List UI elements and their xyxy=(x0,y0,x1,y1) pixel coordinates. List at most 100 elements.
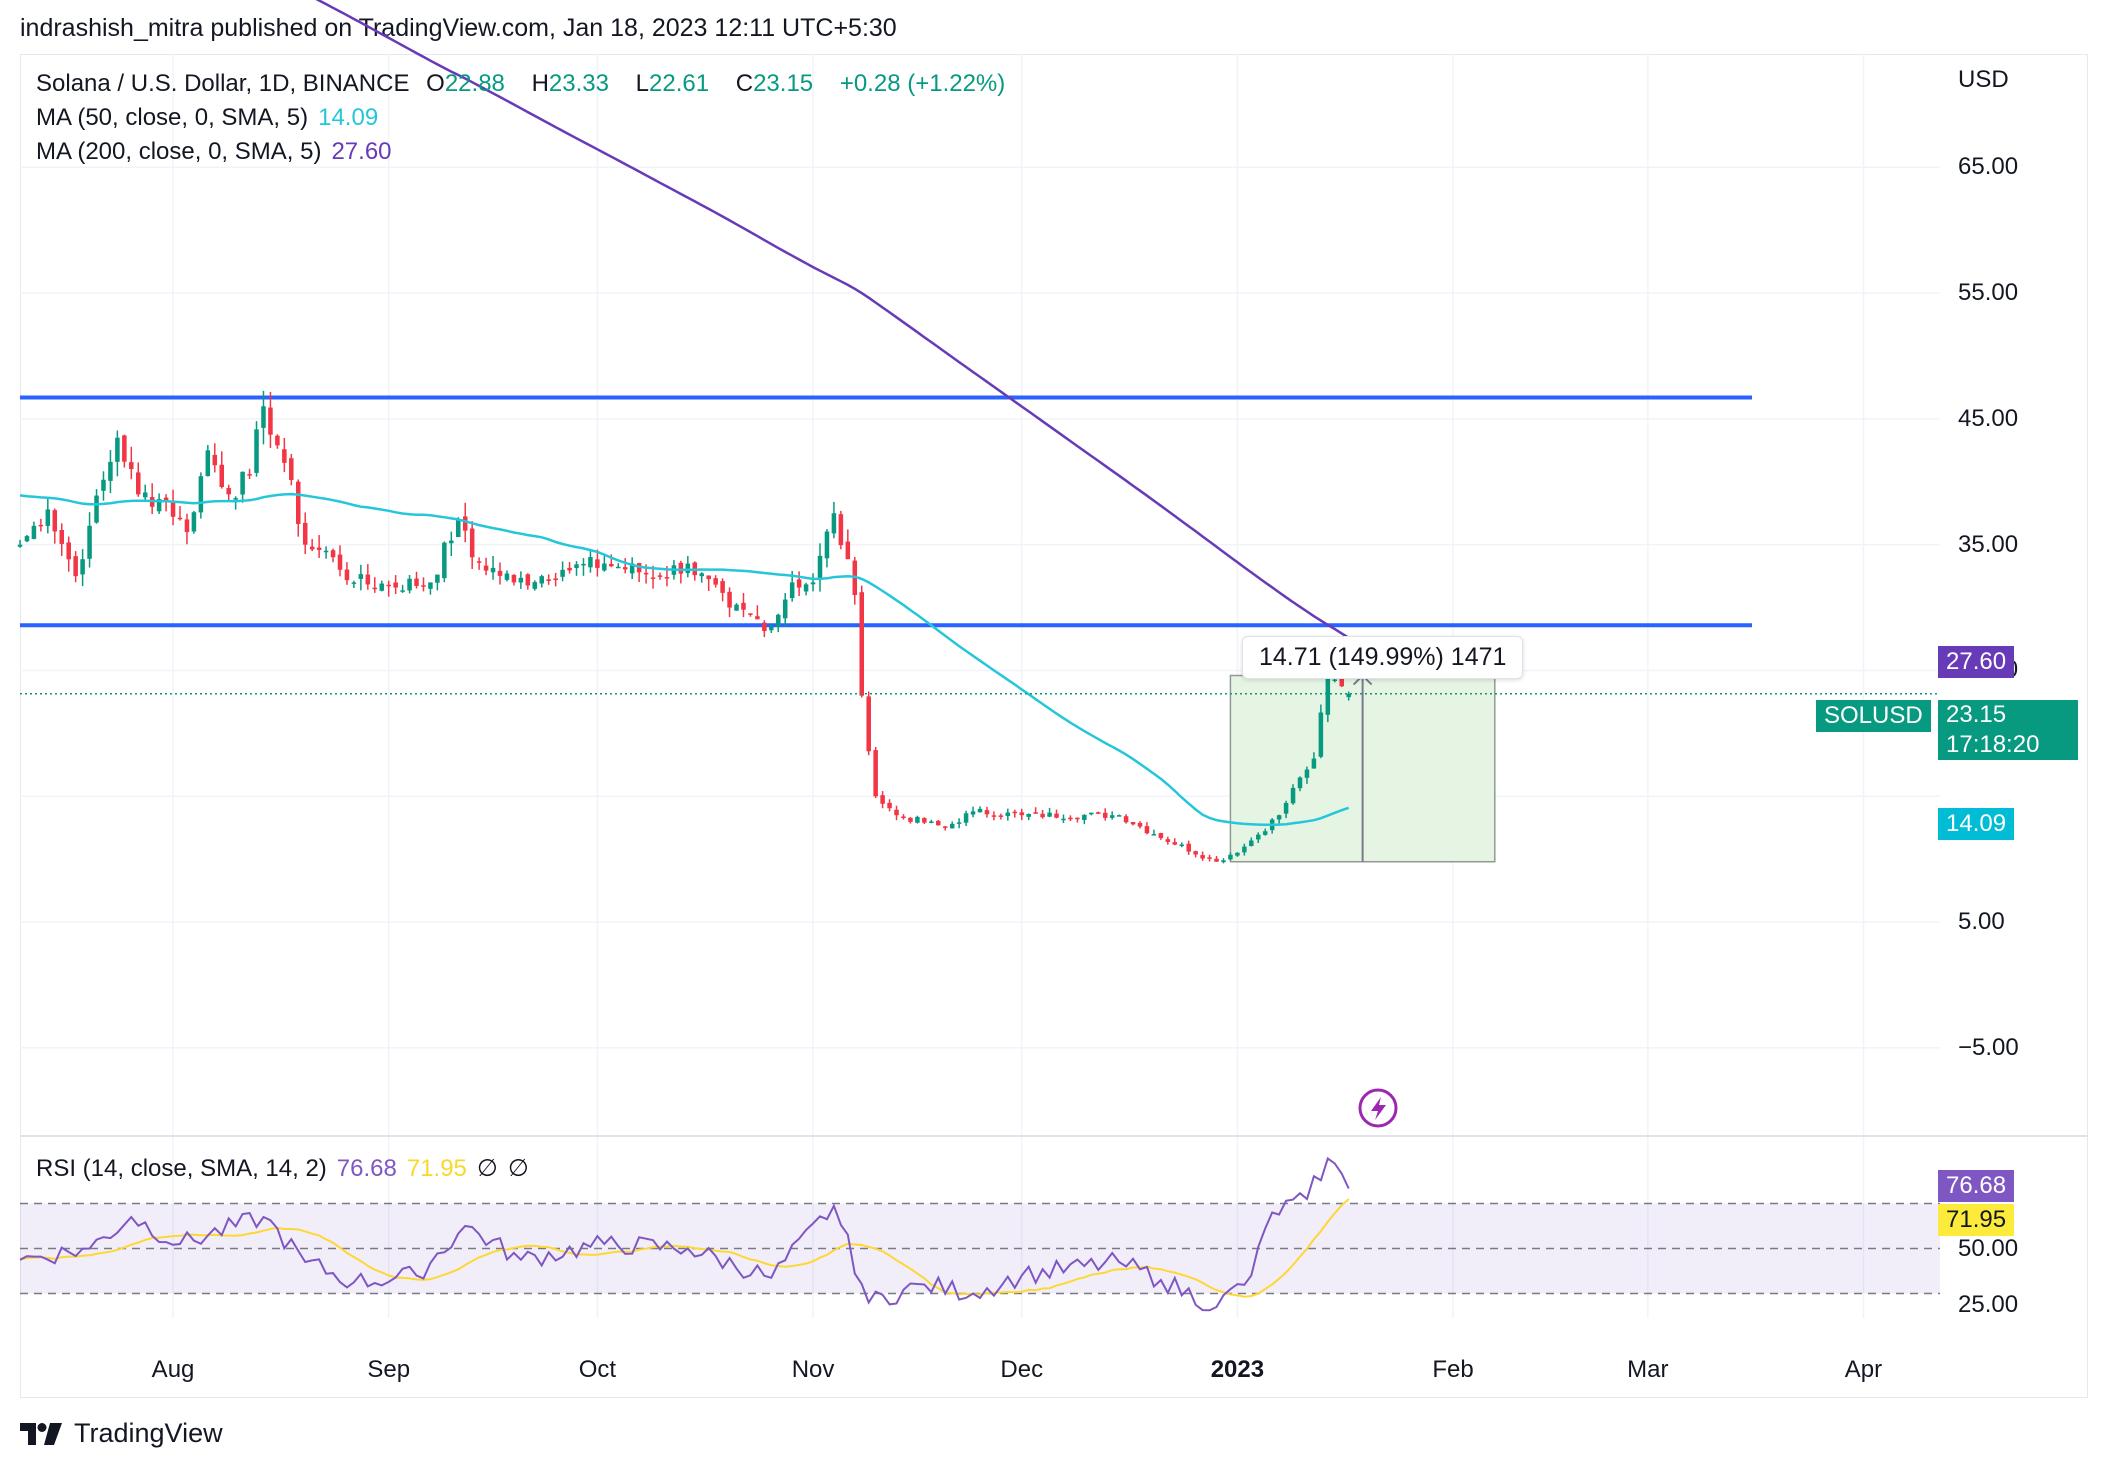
ma50-value: 14.09 xyxy=(318,104,379,131)
low-label: L xyxy=(635,70,649,97)
candle-body xyxy=(414,578,419,586)
measure-label: 14.71 (149.99%) 1471 xyxy=(1242,636,1524,679)
candle-body xyxy=(351,582,357,584)
candle-body xyxy=(1144,826,1150,834)
candle-body xyxy=(240,471,245,495)
ma50-line xyxy=(19,492,1350,827)
ma50-label: MA (50, close, 0, SMA, 5) xyxy=(36,104,309,131)
high-value: 23.33 xyxy=(548,70,609,97)
candle-body xyxy=(122,435,127,462)
candle-body xyxy=(1214,858,1219,862)
ma200-line xyxy=(315,0,1350,639)
candle-body xyxy=(616,566,621,569)
candle-body xyxy=(796,579,802,588)
candle-body xyxy=(664,577,670,579)
candle-body xyxy=(261,406,266,428)
candle-body xyxy=(942,826,948,828)
candle-body xyxy=(1068,817,1073,820)
candle-body xyxy=(956,822,962,824)
candle-body xyxy=(574,564,579,569)
candle-body xyxy=(949,823,955,829)
candle-body xyxy=(880,795,885,804)
candle-body xyxy=(936,820,941,826)
rsi-value: 76.68 xyxy=(336,1155,397,1182)
candle-body xyxy=(1339,676,1344,687)
candle-body xyxy=(685,563,691,574)
candle-body xyxy=(657,575,663,577)
candle-body xyxy=(546,579,551,582)
candle-body xyxy=(1325,676,1331,715)
candle-body xyxy=(803,584,809,592)
candle-body xyxy=(156,499,162,512)
candle-body xyxy=(567,567,572,571)
candle-body xyxy=(782,599,788,619)
candle-body xyxy=(643,572,649,575)
candle-body xyxy=(1130,822,1136,825)
symbol-legend[interactable]: Solana / U.S. Dollar, 1D, BINANCE O22.88… xyxy=(36,70,1015,98)
candle-body xyxy=(741,602,746,610)
candle-body xyxy=(344,569,350,581)
time-tick-label: Oct xyxy=(578,1356,617,1383)
candle-body xyxy=(963,813,969,823)
candle-body xyxy=(901,816,906,818)
candle-body xyxy=(831,513,837,534)
candle-body xyxy=(609,563,614,567)
ma200-badge: 27.60 xyxy=(1938,646,2015,678)
close-value: 23.15 xyxy=(753,70,814,97)
candle-body xyxy=(323,550,329,553)
candle-body xyxy=(908,817,913,822)
candle-body xyxy=(1089,812,1094,815)
rsi-tick-label: 25.00 xyxy=(1958,1290,2019,1318)
candle-body xyxy=(720,581,725,593)
candle-body xyxy=(1262,831,1268,835)
candle-body xyxy=(845,541,851,560)
candle-body xyxy=(929,821,934,823)
candle-body xyxy=(789,582,795,599)
candle-body xyxy=(977,808,983,813)
horizontal-lines xyxy=(20,395,1752,628)
candle-body xyxy=(518,577,524,583)
candle-body xyxy=(66,542,71,560)
candle-body xyxy=(38,524,44,527)
candle-body xyxy=(205,450,211,477)
candle-body xyxy=(129,462,134,470)
ohlc-low: L22.61 xyxy=(636,70,719,97)
price-tick-label: 55.00 xyxy=(1958,279,2019,307)
candle-body xyxy=(184,519,190,533)
candle-body xyxy=(462,516,468,531)
candle-body xyxy=(1109,815,1115,818)
candle-body xyxy=(442,542,447,579)
lightning-icon[interactable] xyxy=(1358,1088,1398,1128)
candle-body xyxy=(1047,812,1052,817)
candle-body xyxy=(282,449,287,463)
candle-body xyxy=(991,815,997,817)
candle-body xyxy=(650,577,656,579)
time-tick-label: 2023 xyxy=(1210,1356,1265,1383)
time-tick-label: Feb xyxy=(1432,1356,1474,1383)
ma50-legend[interactable]: MA (50, close, 0, SMA, 5) 14.09 xyxy=(36,104,388,132)
candle-body xyxy=(1290,787,1296,804)
candle-body xyxy=(365,574,371,585)
rsi-legend[interactable]: RSI (14, close, SMA, 14, 2) 76.68 71.95 ∅ ∅ xyxy=(36,1154,539,1183)
candle-body xyxy=(59,529,64,544)
candle-body xyxy=(191,512,197,532)
candle-body xyxy=(1221,860,1226,863)
candle-body xyxy=(539,576,544,584)
footer-brand[interactable]: TradingView xyxy=(20,1418,223,1449)
candle-body xyxy=(45,509,51,526)
candle-body xyxy=(1102,812,1108,818)
candle-body xyxy=(170,502,176,517)
tradingview-logo-icon xyxy=(20,1422,62,1445)
price-tick-label: 5.00 xyxy=(1958,908,2005,936)
candle-body xyxy=(699,573,704,577)
candle-body xyxy=(588,557,593,568)
candle-body xyxy=(101,479,106,491)
candle-body xyxy=(309,546,315,550)
ma200-legend[interactable]: MA (200, close, 0, SMA, 5) 27.60 xyxy=(36,138,402,166)
candle-body xyxy=(734,604,739,611)
candle-body xyxy=(1096,812,1101,814)
candle-body xyxy=(115,437,120,462)
candle-body xyxy=(776,614,781,627)
candle-body xyxy=(136,472,141,495)
